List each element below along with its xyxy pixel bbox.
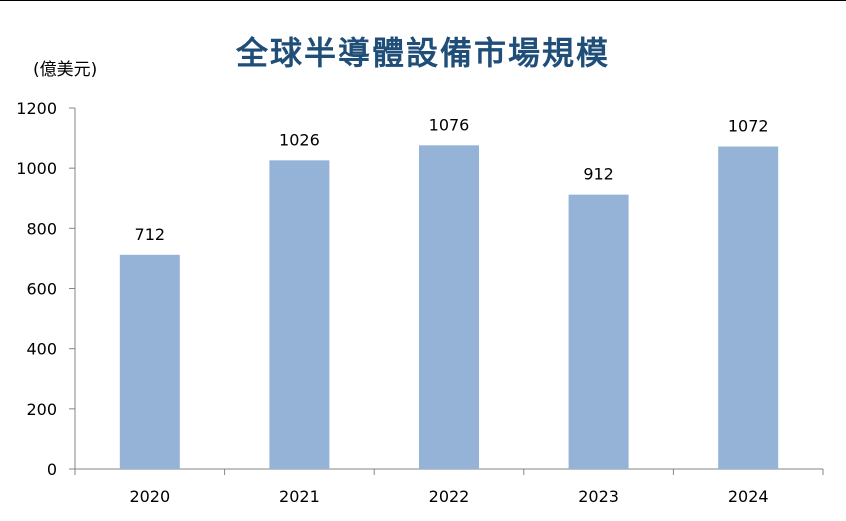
x-tick-label-2024: 2024 (728, 487, 769, 506)
bar-2021 (269, 160, 330, 469)
y-tick-label: 1000 (16, 159, 57, 178)
x-tick-label-2021: 2021 (279, 487, 320, 506)
bar-2022 (419, 145, 479, 469)
bar-2020 (119, 254, 180, 469)
x-tick-label-2023: 2023 (578, 487, 619, 506)
chart-title: 全球半導體設備市場規模 (235, 34, 610, 72)
y-tick-label: 400 (26, 340, 57, 359)
x-tick-label-2020: 2020 (129, 487, 170, 506)
y-tick-label: 800 (26, 219, 57, 238)
y-tick-label: 0 (47, 460, 57, 479)
y-tick-label: 600 (26, 280, 57, 299)
x-tick-label-2022: 2022 (429, 487, 470, 506)
y-tick-label: 1200 (16, 99, 57, 118)
y-tick-label: 200 (26, 400, 57, 419)
y-axis-unit-label: (億美元) (33, 60, 98, 80)
bar-2024 (718, 146, 779, 470)
data-label-2020: 712 (135, 225, 166, 244)
data-label-2023: 912 (583, 165, 614, 184)
data-label-2021: 1026 (279, 130, 320, 149)
bar-2023 (568, 194, 629, 469)
top-border (0, 0, 846, 1)
data-label-2022: 1076 (429, 115, 470, 134)
data-label-2024: 1072 (728, 117, 769, 136)
